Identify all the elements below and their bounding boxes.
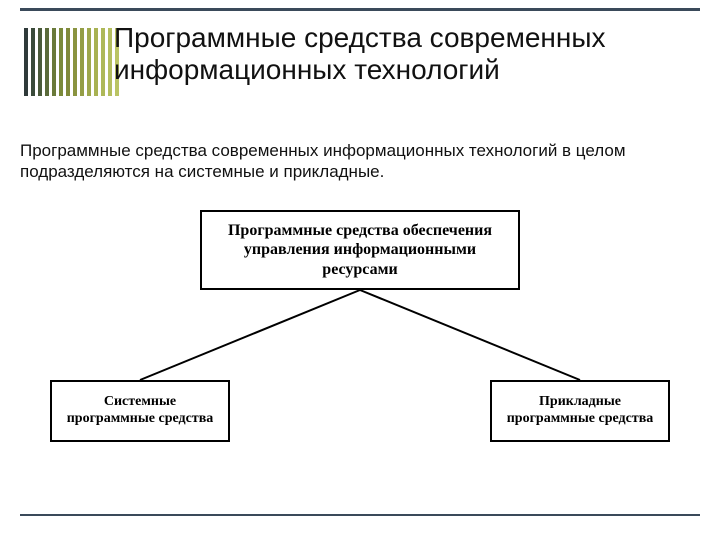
decor-bar: [73, 28, 77, 96]
decor-bar: [38, 28, 42, 96]
decor-bar: [101, 28, 105, 96]
node-left: Системные программные средства: [50, 380, 230, 442]
decor-bar: [94, 28, 98, 96]
node-right-label: Прикладные программные средства: [502, 394, 658, 428]
bottom-divider: [20, 514, 700, 516]
top-divider: [20, 8, 700, 11]
node-root-label: Программные средства обеспечения управле…: [212, 221, 508, 279]
decor-bar: [87, 28, 91, 96]
decor-bar: [24, 28, 28, 96]
slide-subtitle: Программные средства современных информа…: [20, 140, 690, 183]
decor-bar: [59, 28, 63, 96]
decor-bar: [45, 28, 49, 96]
node-left-label: Системные программные средства: [62, 394, 218, 428]
slide-title: Программные средства современных информа…: [114, 22, 674, 86]
decor-bar: [108, 28, 112, 96]
decor-bar: [52, 28, 56, 96]
decor-bar: [31, 28, 35, 96]
node-root: Программные средства обеспечения управле…: [200, 210, 520, 290]
decor-bar: [80, 28, 84, 96]
decorative-bars: [24, 28, 119, 96]
node-right: Прикладные программные средства: [490, 380, 670, 442]
hierarchy-diagram: Программные средства обеспечения управле…: [50, 210, 670, 470]
decor-bar: [66, 28, 70, 96]
